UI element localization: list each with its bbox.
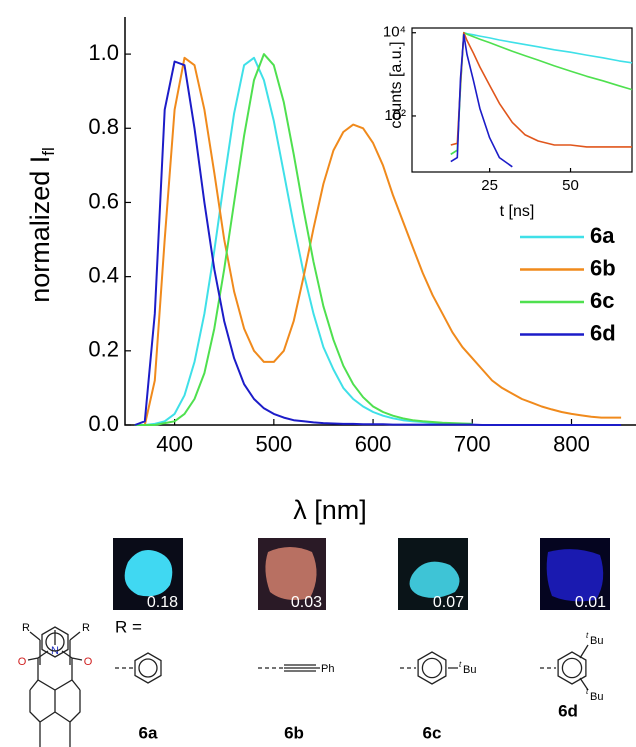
y-tick-label: 0.4 [88, 262, 119, 287]
ring-inner [45, 632, 65, 652]
y-tick-label: 1.0 [88, 40, 119, 65]
x-tick-label: 25 [481, 177, 498, 194]
ring [134, 652, 162, 684]
legend-label: 6d [590, 320, 616, 345]
compound-label: 6a [139, 723, 158, 742]
bond [29, 631, 81, 665]
atom-label: R [22, 622, 30, 634]
legend-label: 6b [590, 255, 616, 280]
photo-blob [546, 549, 604, 602]
quantum-yield: 0.03 [291, 594, 322, 611]
compound-label: 6d [558, 701, 578, 720]
y-tick-label: 10² [384, 107, 406, 124]
substituent-label: t [459, 660, 462, 669]
substituent-label: t [586, 631, 589, 640]
y-axis-label: counts [a.u.] [388, 41, 405, 128]
x-tick-label: 600 [355, 432, 392, 457]
ring-inner [421, 657, 443, 679]
r-label: R = [115, 617, 142, 636]
atom-label: O [84, 656, 93, 668]
ring-inner [138, 658, 158, 678]
legend-label: 6a [590, 223, 615, 248]
series-line [450, 33, 513, 168]
compound-label: 6c [423, 723, 442, 742]
compound-label: 6b [284, 723, 304, 742]
bond [27, 630, 83, 747]
series-line [134, 53, 473, 426]
series-line [134, 60, 622, 426]
x-tick-label: 500 [255, 432, 292, 457]
photo-blob [409, 561, 460, 598]
substituent-label: Ph [321, 663, 334, 675]
legend-label: 6c [590, 288, 614, 313]
y-axis-label-main: normalized I [25, 156, 55, 303]
quantum-yield: 0.07 [433, 594, 464, 611]
ring [417, 651, 447, 685]
y-tick-label: 0.2 [88, 337, 119, 362]
substituent-label: Bu [590, 635, 603, 647]
quantum-yield: 0.18 [147, 594, 178, 611]
y-tick-label: 0.0 [88, 411, 119, 436]
ring-inner [561, 657, 583, 679]
photo-blob [265, 547, 317, 600]
atom-label: O [18, 656, 27, 668]
x-axis-label: t [ns] [500, 203, 535, 220]
x-tick-label: 800 [553, 432, 590, 457]
y-axis-label: normalized Ifl [25, 147, 58, 303]
substituent-label: t [586, 687, 589, 696]
x-axis-label: λ [nm] [293, 495, 367, 525]
y-tick-label: 10⁴ [383, 24, 406, 41]
y-axis-label-sub: fl [39, 147, 58, 156]
substituent-label: Bu [463, 664, 476, 676]
x-tick-label: 700 [454, 432, 491, 457]
atom-label: R [82, 622, 90, 634]
series-line [134, 56, 622, 426]
x-tick-label: 400 [156, 432, 193, 457]
x-tick-label: 50 [562, 177, 579, 194]
quantum-yield: 0.01 [575, 594, 606, 611]
photo-blob [124, 549, 173, 597]
inset-frame [411, 27, 633, 173]
y-tick-label: 0.6 [88, 188, 119, 213]
y-tick-label: 0.8 [88, 114, 119, 139]
bond [284, 644, 589, 691]
ring [557, 651, 587, 685]
ring [41, 626, 69, 658]
substituent-label: Bu [590, 691, 603, 703]
